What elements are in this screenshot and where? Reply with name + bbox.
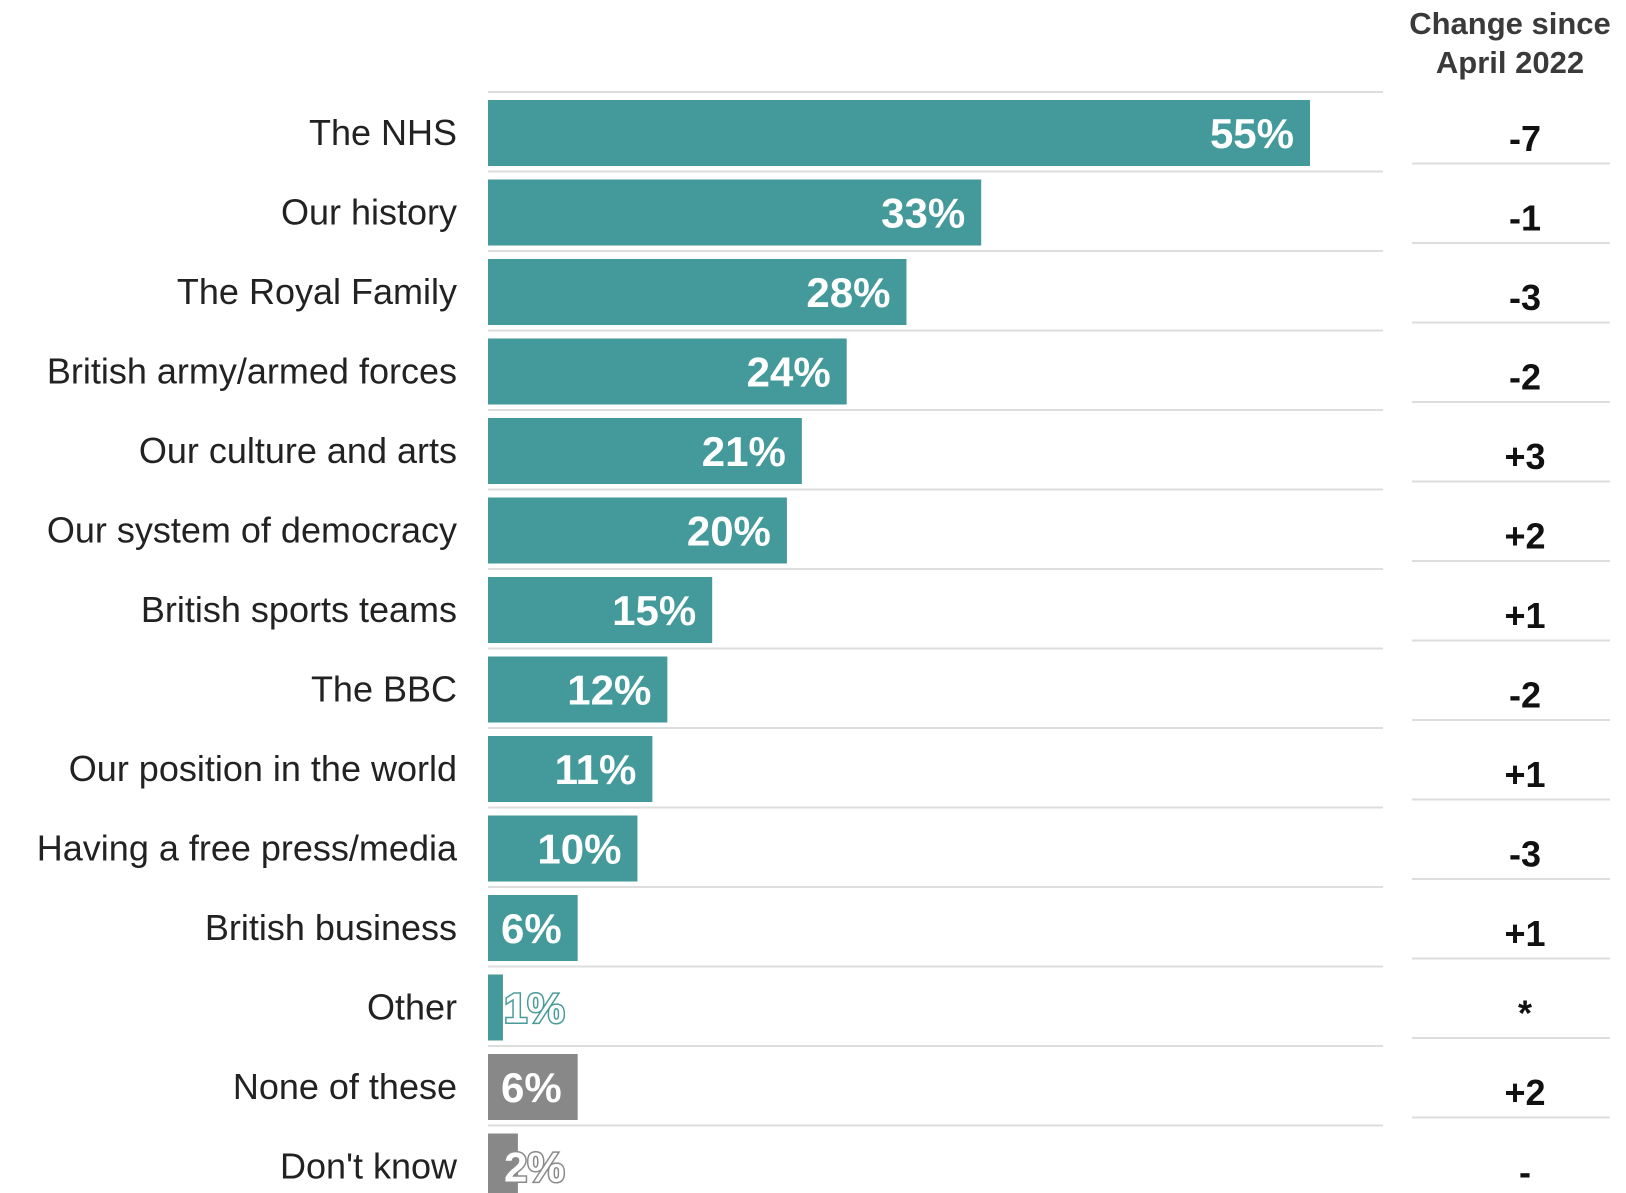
bar — [488, 577, 713, 643]
bar — [488, 179, 982, 246]
bar — [488, 100, 1310, 166]
category-label: Our system of democracy — [47, 510, 457, 551]
change-value: +2 — [1504, 1072, 1545, 1113]
change-value: +1 — [1504, 913, 1545, 954]
bar — [488, 497, 787, 564]
value-label: 24% — [747, 349, 831, 396]
value-label: 28% — [806, 269, 890, 316]
category-label: The Royal Family — [177, 271, 457, 312]
value-label: 6% — [501, 905, 562, 952]
bar — [488, 418, 802, 484]
bar — [488, 1054, 578, 1120]
change-value: +2 — [1504, 516, 1545, 557]
value-label: 12% — [567, 667, 651, 714]
category-label: Don't know — [280, 1146, 458, 1187]
value-label: 11% — [555, 746, 637, 793]
value-label: 20% — [687, 508, 771, 555]
value-label: 2% — [504, 1144, 565, 1191]
value-label: 21% — [702, 428, 786, 475]
category-label: The BBC — [311, 669, 457, 710]
change-column-header: Change since April 2022 — [1409, 6, 1611, 80]
change-value: -2 — [1509, 675, 1541, 716]
change-value: -1 — [1509, 198, 1541, 239]
category-label: The NHS — [309, 112, 457, 153]
value-label: 55% — [1210, 110, 1294, 157]
category-label: British army/armed forces — [47, 351, 457, 392]
value-label: 15% — [612, 587, 696, 634]
category-label: Our history — [281, 192, 457, 233]
category-label: British business — [205, 907, 457, 948]
change-value: * — [1518, 993, 1532, 1034]
bar — [488, 338, 847, 405]
bar — [488, 1133, 518, 1193]
bar — [488, 895, 578, 961]
change-value: +1 — [1504, 595, 1545, 636]
change-value: +3 — [1504, 436, 1545, 477]
category-label: Having a free press/media — [37, 828, 458, 869]
change-value: - — [1519, 1152, 1531, 1193]
category-label: Our position in the world — [69, 748, 457, 789]
bar — [488, 815, 638, 882]
change-value: -7 — [1509, 118, 1541, 159]
change-value: -2 — [1509, 357, 1541, 398]
bar — [488, 974, 503, 1041]
value-label: 6% — [501, 1064, 562, 1111]
change-value: -3 — [1509, 277, 1541, 318]
bar — [488, 736, 653, 802]
change-value: +1 — [1504, 754, 1545, 795]
change-value: -3 — [1509, 834, 1541, 875]
value-label: 1% — [504, 985, 565, 1032]
value-label: 33% — [881, 190, 965, 237]
bar — [488, 656, 668, 723]
value-label: 10% — [537, 826, 621, 873]
category-label: Other — [367, 987, 457, 1028]
bar — [488, 259, 907, 325]
category-label: Our culture and arts — [139, 430, 457, 471]
category-label: British sports teams — [141, 589, 457, 630]
change-header-line-2: April 2022 — [1436, 45, 1584, 80]
category-label: None of these — [233, 1066, 457, 1107]
change-header-line-1: Change since — [1409, 6, 1611, 41]
